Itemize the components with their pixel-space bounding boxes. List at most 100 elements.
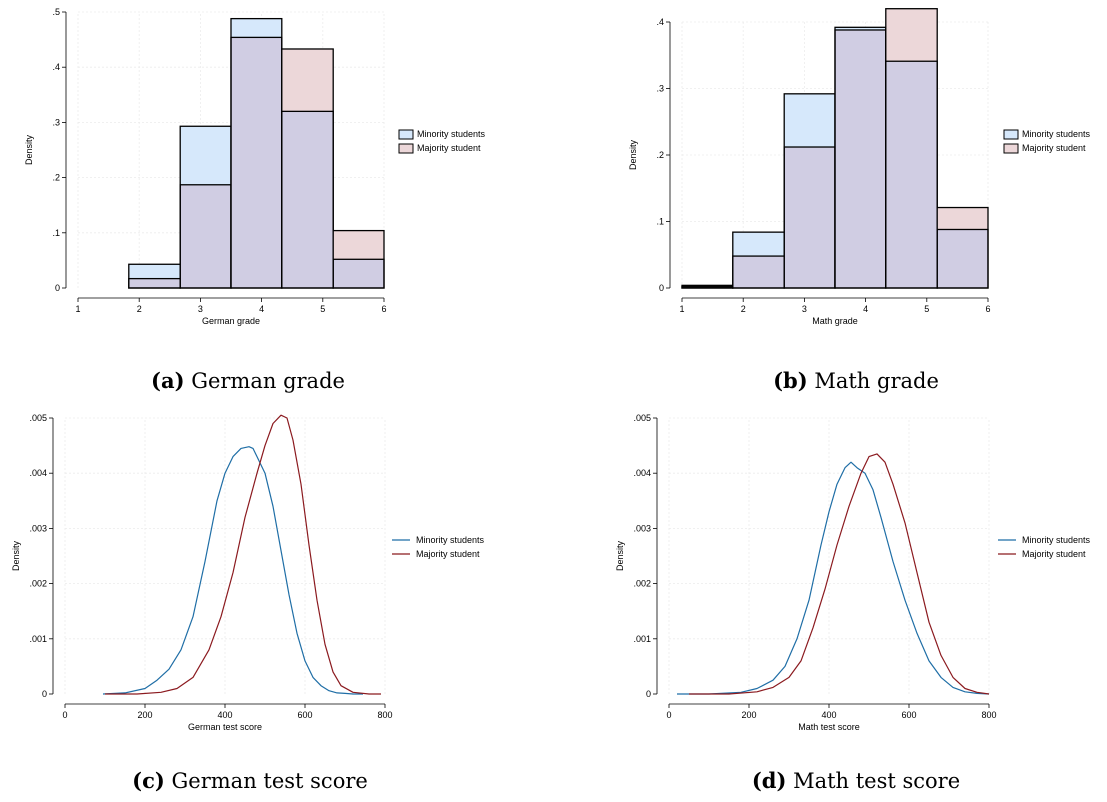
bar-overlap: [333, 259, 384, 288]
x-axis-label: Math test score: [798, 722, 860, 732]
x-tick-label: 800: [981, 710, 996, 720]
caption-label: (c): [132, 768, 165, 793]
chart-panel-2: 0 .001 .002 .003 .004 .005 0 200 400 600 800 German…: [11, 413, 485, 793]
caption-text: German test score: [165, 769, 368, 793]
x-tick-label: 600: [901, 710, 916, 720]
x-tick-label: 1: [679, 304, 684, 314]
legend: Minority students Majority student: [998, 535, 1091, 559]
caption-label: (a): [151, 368, 184, 393]
x-tick-label: 200: [137, 710, 152, 720]
y-tick-label: .003: [633, 523, 651, 533]
x-tick-label: 800: [377, 710, 392, 720]
y-tick-label: .002: [633, 579, 651, 589]
caption-label: (b): [773, 368, 808, 393]
legend-swatch: [398, 129, 414, 140]
chart-panel-0: 0 .1 .2 .3 .4 .5 1 2 3 4 5 6 German grade Density Mino…: [24, 7, 486, 393]
y-tick-label: .1: [52, 228, 60, 238]
chart-panel-1: 0 .1 .2 .3 .4 1 2 3 4 5 6 Math grade Density Minority…: [628, 8, 1091, 393]
y-tick-label: .004: [633, 468, 651, 478]
legend-swatch: [1003, 143, 1019, 154]
y-tick-label: .4: [656, 17, 664, 27]
y-tick-label: .001: [633, 634, 651, 644]
y-tick-label: 0: [42, 689, 47, 699]
x-tick-label: 4: [259, 304, 264, 314]
y-tick-label: .004: [29, 468, 47, 478]
caption: (c) German test score: [132, 768, 368, 793]
y-tick-label: 0: [646, 689, 651, 699]
bar-top: [180, 126, 231, 185]
x-tick-label: 0: [62, 710, 67, 720]
caption-text: Math grade: [808, 369, 939, 393]
bar-top: [784, 93, 835, 148]
legend: Minority students Majority student: [392, 535, 485, 559]
bar-overlap: [180, 184, 231, 288]
bar-top: [128, 264, 181, 279]
bar-top: [885, 8, 938, 62]
y-tick-label: .3: [656, 84, 664, 94]
x-tick-label: 2: [741, 304, 746, 314]
legend-label: Majority student: [1022, 549, 1086, 559]
x-tick-label: 6: [985, 304, 990, 314]
legend-label: Minority students: [416, 535, 485, 545]
legend-label: Majority student: [417, 143, 481, 153]
chart-panel-3: 0 .001 .002 .003 .004 .005 0 200 400 600 800 Math t…: [615, 413, 1091, 793]
y-tick-label: .005: [633, 413, 651, 423]
caption-text: German grade: [185, 369, 345, 393]
density-line-minority: [677, 461, 990, 695]
bar-top: [682, 285, 733, 287]
y-tick-label: .001: [29, 634, 47, 644]
legend-label: Minority students: [1022, 129, 1091, 139]
legend-swatch: [398, 143, 414, 154]
bar-overlap: [128, 278, 181, 288]
bar-top: [281, 48, 334, 112]
caption: (d) Math test score: [752, 768, 960, 793]
bar-majority: [332, 229, 385, 289]
y-tick-label: 0: [659, 283, 664, 293]
caption: (a) German grade: [151, 368, 345, 393]
bar-top: [333, 230, 384, 260]
caption-text: Math test score: [786, 769, 960, 793]
bar-top: [937, 207, 988, 230]
density-line-minority: [102, 446, 363, 695]
x-tick-label: 600: [297, 710, 312, 720]
legend-label: Minority students: [417, 129, 486, 139]
x-tick-label: 400: [217, 710, 232, 720]
caption-label: (d): [752, 768, 787, 793]
bar-overlap: [682, 286, 733, 288]
bar-majority: [885, 8, 938, 289]
x-tick-label: 1: [75, 304, 80, 314]
x-tick-label: 5: [320, 304, 325, 314]
x-tick-label: 6: [381, 304, 386, 314]
bar-overlap: [835, 29, 886, 288]
legend-label: Minority students: [1022, 535, 1091, 545]
x-tick-label: 0: [666, 710, 671, 720]
y-tick-label: .1: [656, 217, 664, 227]
y-tick-label: .005: [29, 413, 47, 423]
legend-swatch: [1003, 129, 1019, 140]
density-line-majority: [105, 414, 381, 695]
y-tick-label: .4: [52, 62, 60, 72]
bar-majority: [281, 48, 334, 289]
y-axis-label: Density: [628, 139, 638, 170]
bar-overlap: [732, 256, 785, 288]
bar-overlap: [281, 111, 334, 288]
x-tick-label: 5: [924, 304, 929, 314]
bar-overlap: [937, 229, 988, 288]
y-tick-label: 0: [55, 283, 60, 293]
legend-label: Majority student: [416, 549, 480, 559]
y-axis-label: Density: [615, 540, 625, 571]
x-axis-label: German grade: [202, 316, 260, 326]
y-tick-label: .2: [52, 173, 60, 183]
bar-overlap: [231, 37, 282, 288]
bar-overlap: [784, 147, 835, 288]
y-tick-label: .003: [29, 523, 47, 533]
bar-majority: [936, 206, 989, 289]
bar-top: [732, 232, 785, 257]
x-tick-label: 3: [198, 304, 203, 314]
density-line-majority: [689, 453, 990, 695]
y-axis-label: Density: [11, 540, 21, 571]
y-tick-label: .2: [656, 150, 664, 160]
x-tick-label: 400: [821, 710, 836, 720]
y-tick-label: .3: [52, 117, 60, 127]
